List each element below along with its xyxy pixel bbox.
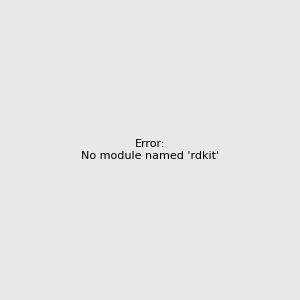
Text: Error:
No module named 'rdkit': Error: No module named 'rdkit' xyxy=(81,139,219,161)
